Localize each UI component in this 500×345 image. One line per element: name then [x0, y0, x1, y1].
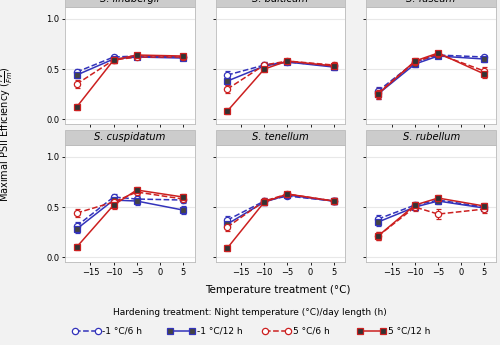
Text: S. tenellum: S. tenellum	[252, 132, 309, 142]
FancyBboxPatch shape	[216, 130, 346, 145]
FancyBboxPatch shape	[65, 130, 194, 145]
Text: -1 °C/6 h: -1 °C/6 h	[102, 326, 142, 335]
FancyBboxPatch shape	[65, 0, 194, 7]
Text: 5 °C/12 h: 5 °C/12 h	[388, 326, 430, 335]
Text: S. rubellum: S. rubellum	[402, 132, 460, 142]
Text: Maximal PSII Efficiency ($\mathit{\frac{Fv}{Fm}}$): Maximal PSII Efficiency ($\mathit{\frac{…	[0, 67, 15, 203]
FancyBboxPatch shape	[366, 130, 496, 145]
FancyBboxPatch shape	[366, 0, 496, 7]
Text: S. balticum: S. balticum	[252, 0, 308, 4]
Text: S. cuspidatum: S. cuspidatum	[94, 132, 166, 142]
FancyBboxPatch shape	[216, 0, 346, 7]
Text: 5 °C/6 h: 5 °C/6 h	[292, 326, 330, 335]
Text: S. fuscum: S. fuscum	[406, 0, 456, 4]
Text: S. lindbergii: S. lindbergii	[100, 0, 160, 4]
Text: -1 °C/12 h: -1 °C/12 h	[198, 326, 243, 335]
Text: Temperature treatment (°C): Temperature treatment (°C)	[205, 285, 350, 295]
Text: Hardening treatment: Night temperature (°C)/day length (h): Hardening treatment: Night temperature (…	[113, 308, 387, 317]
